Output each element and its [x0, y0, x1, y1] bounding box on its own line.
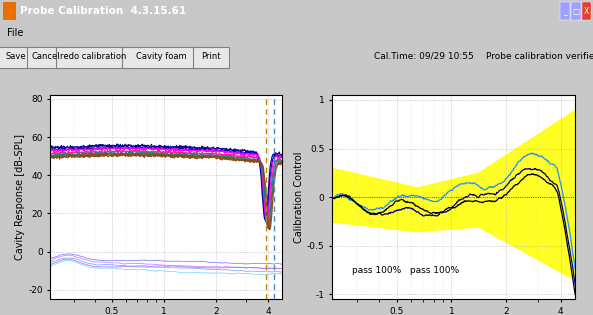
Text: File: File	[7, 28, 24, 38]
Bar	[571, 2, 581, 20]
Text: redo calibration: redo calibration	[60, 52, 126, 60]
Bar	[3, 2, 16, 20]
Text: pass 100%   pass 100%: pass 100% pass 100%	[352, 266, 458, 275]
Text: Print: Print	[202, 52, 221, 60]
Text: Cavity foam: Cavity foam	[136, 52, 187, 60]
Text: Probe calibration verified: Probe calibration verified	[486, 52, 593, 60]
Bar	[582, 2, 591, 20]
Y-axis label: Calibration Control: Calibration Control	[294, 152, 304, 243]
FancyBboxPatch shape	[27, 47, 65, 67]
FancyBboxPatch shape	[0, 47, 36, 67]
Text: Cancel: Cancel	[31, 52, 60, 60]
Y-axis label: Cavity Response [dB-SPL]: Cavity Response [dB-SPL]	[15, 134, 25, 260]
FancyBboxPatch shape	[193, 47, 229, 67]
Text: Save: Save	[6, 52, 27, 60]
Text: _: _	[563, 7, 567, 16]
Text: Probe Calibration  4.3.15.61: Probe Calibration 4.3.15.61	[20, 6, 186, 16]
Bar	[560, 2, 570, 20]
Text: Cal.Time: 09/29 10:55: Cal.Time: 09/29 10:55	[374, 52, 473, 60]
FancyBboxPatch shape	[122, 47, 202, 67]
FancyBboxPatch shape	[56, 47, 130, 67]
Text: X: X	[584, 7, 589, 16]
Text: □: □	[572, 7, 579, 16]
